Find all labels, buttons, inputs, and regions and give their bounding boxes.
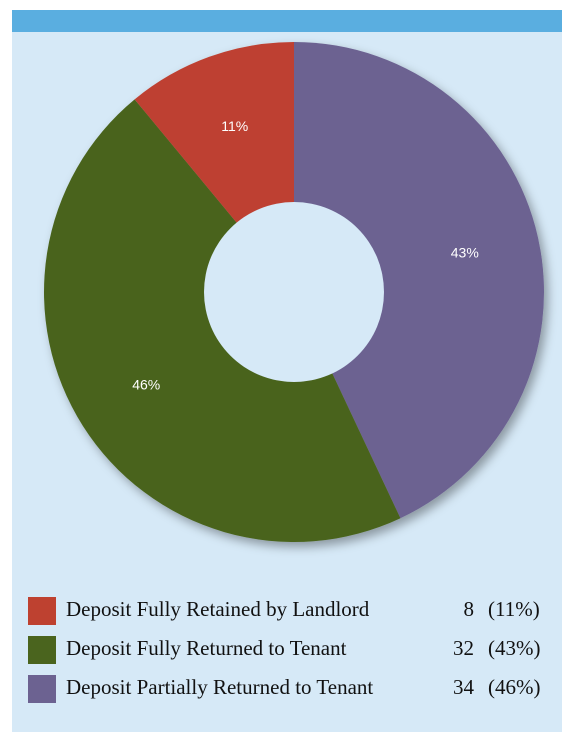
legend-count: 8 — [464, 597, 475, 621]
slice-label: 11% — [221, 118, 248, 134]
slice-label: 43% — [451, 245, 479, 261]
legend-percent: (11%) — [488, 597, 540, 621]
legend-label: Deposit Partially Returned to Tenant — [66, 675, 373, 699]
legend-swatch — [28, 675, 56, 703]
slice-label: 46% — [132, 376, 160, 392]
legend-swatch — [28, 597, 56, 625]
legend-swatch — [28, 636, 56, 664]
legend-percent: (43%) — [488, 636, 540, 660]
legend-label: Deposit Fully Returned to Tenant — [66, 636, 347, 660]
legend-count: 32 — [453, 636, 474, 660]
legend-label: Deposit Fully Retained by Landlord — [66, 597, 370, 621]
slice — [294, 42, 545, 519]
legend-count: 34 — [453, 675, 475, 699]
header-bar — [12, 10, 562, 32]
donut-hole — [204, 202, 384, 382]
legend-percent: (46%) — [488, 675, 540, 699]
